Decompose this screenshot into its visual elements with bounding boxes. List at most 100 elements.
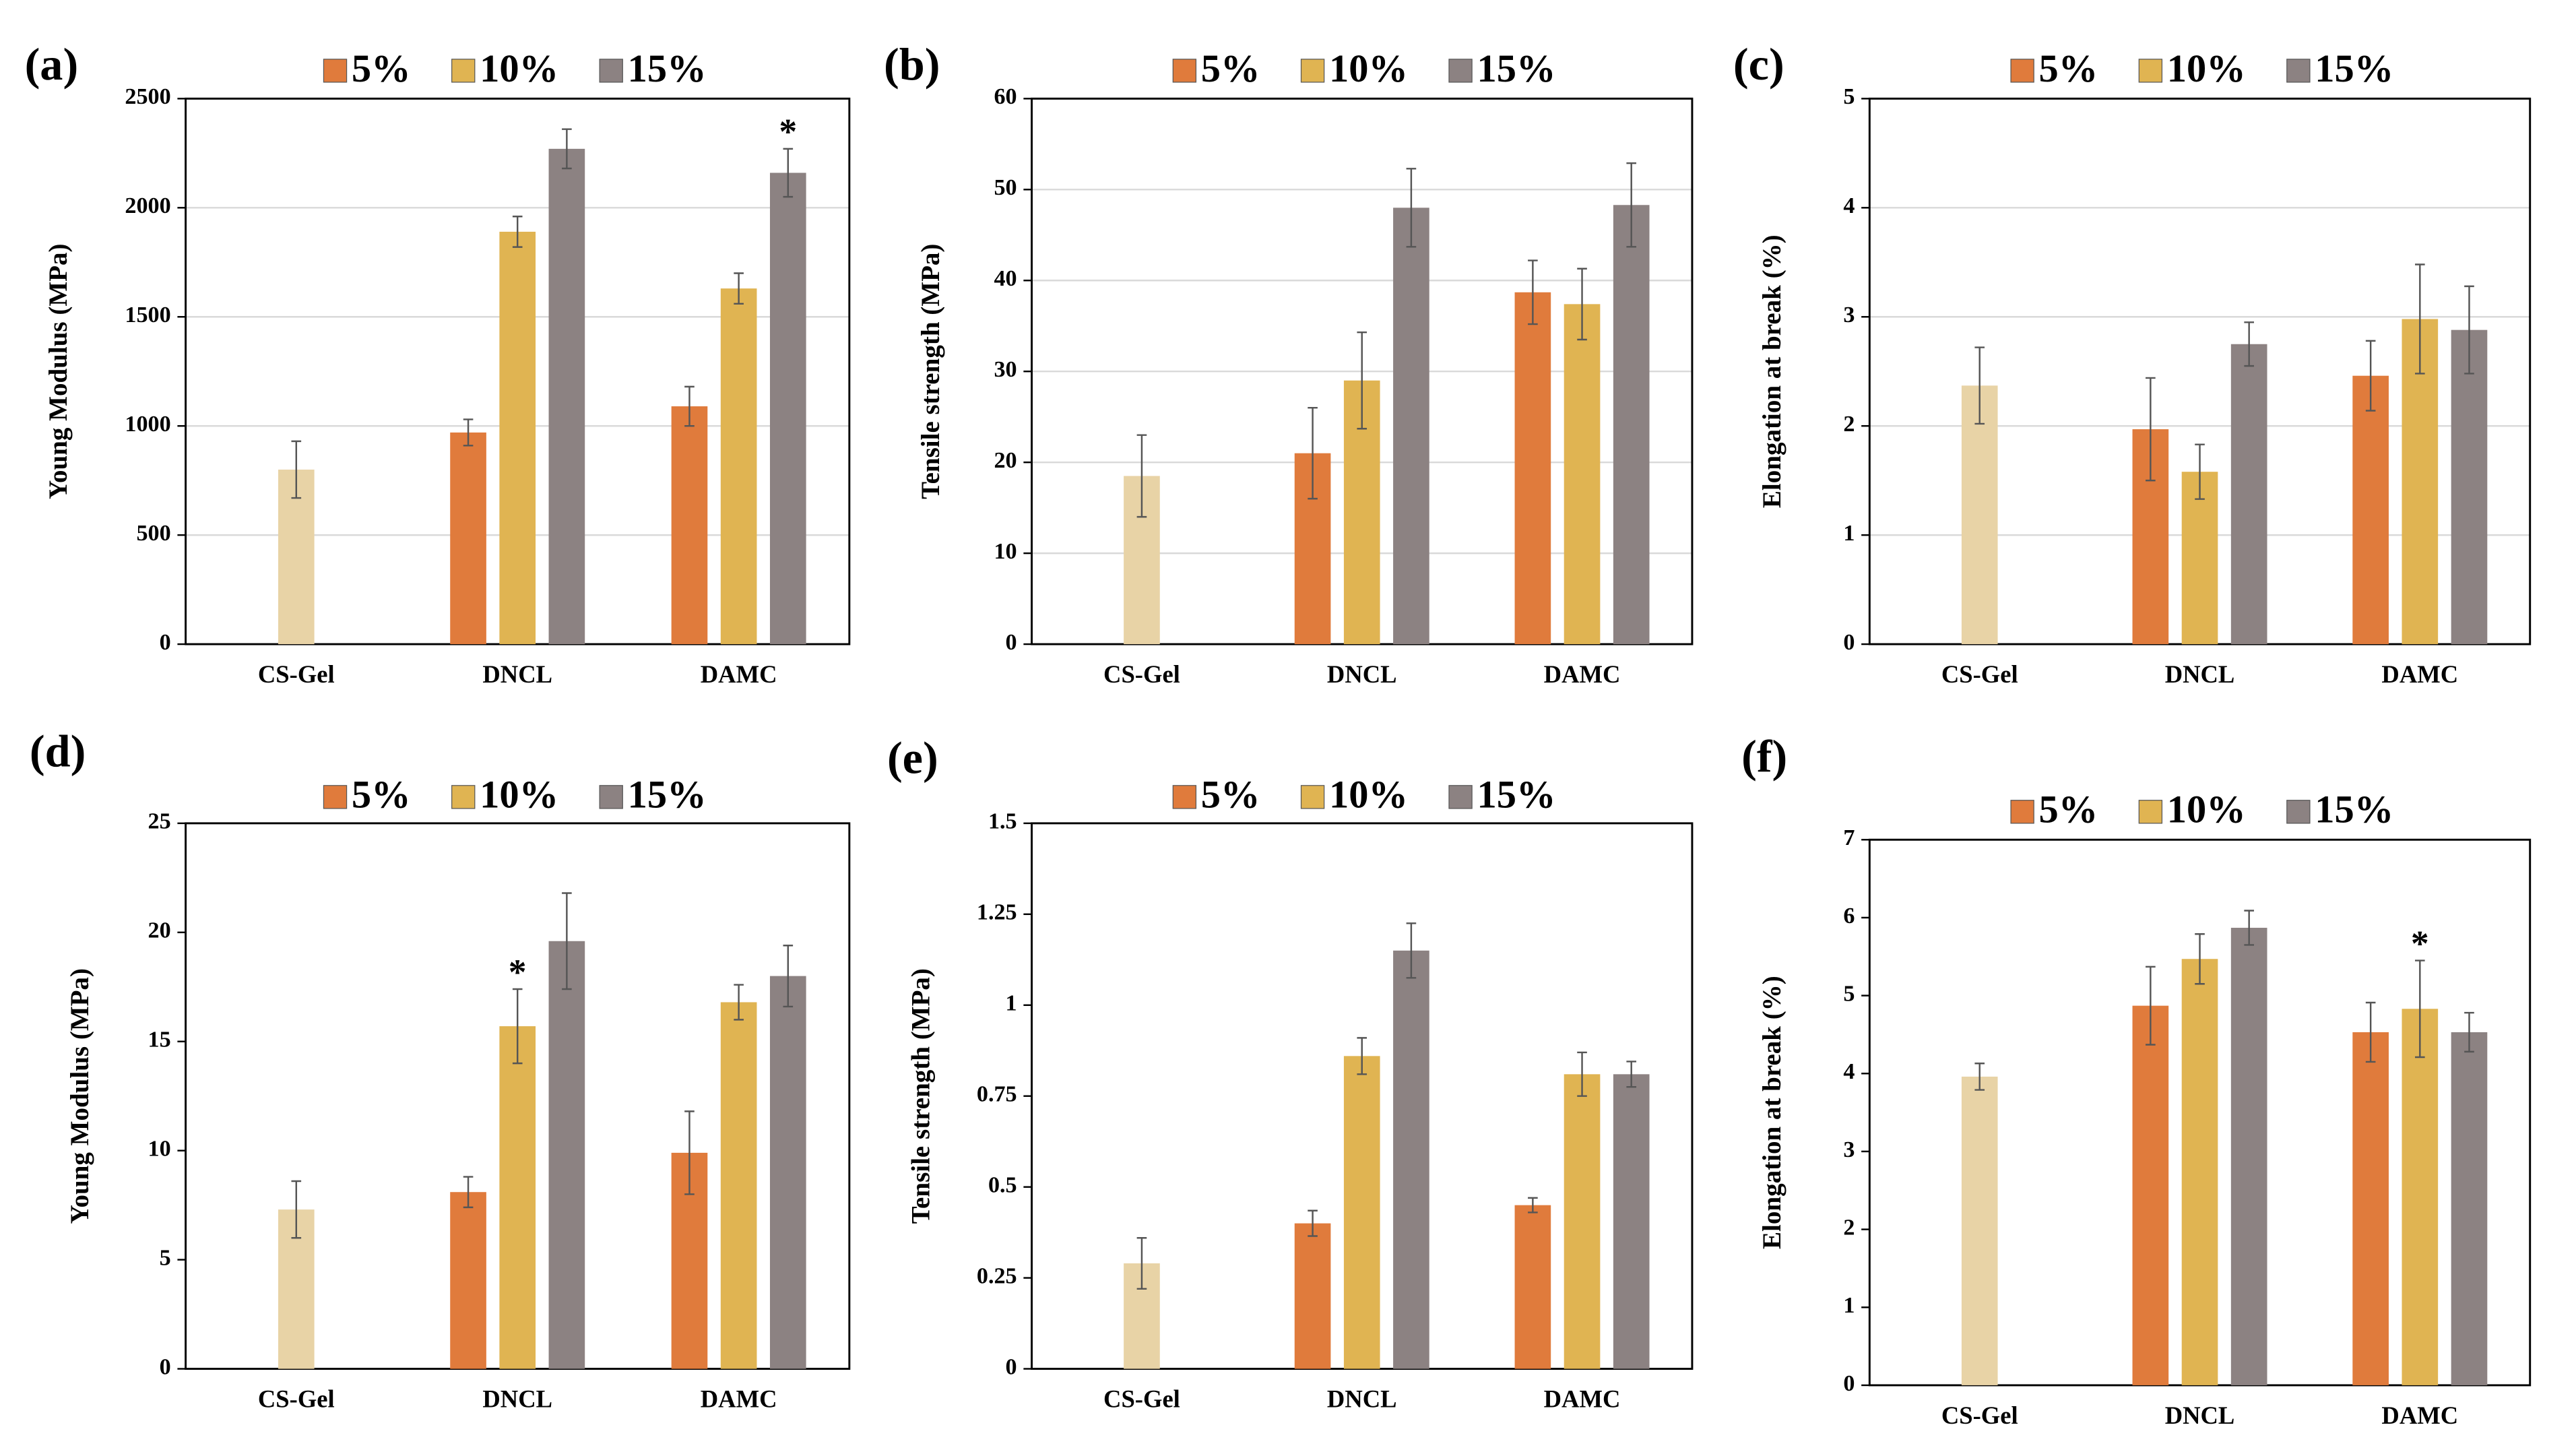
error-bar [1308,406,1318,500]
y-tick-label: 30 [994,357,1017,382]
error-bar [2464,1011,2474,1053]
y-tick-label: 4 [1843,1059,1855,1084]
bar [2451,1032,2488,1385]
y-tick-label: 0 [1006,1354,1017,1379]
error-bar [2464,285,2474,375]
y-tick-label: 1 [1006,991,1017,1016]
y-axis-label: Tensile strength (MPa) [916,244,945,499]
x-tick-label: DAMC [1544,660,1621,688]
bar [1514,1205,1551,1369]
y-tick-label: 2500 [125,84,170,109]
bar [769,976,806,1369]
y-tick-label: 20 [994,448,1017,473]
bar [1613,1074,1650,1369]
error-bar [684,385,695,427]
error-bar [734,984,744,1021]
bar [720,1002,757,1369]
y-tick-label: 40 [994,266,1017,291]
y-tick-label: 3 [1843,303,1855,327]
error-bar [1577,267,1587,341]
error-bar [1308,1209,1318,1237]
legend-label: 15% [1477,46,1555,90]
legend-swatch [1300,785,1325,809]
legend-swatch [2010,800,2034,824]
error-bar [1528,1197,1538,1213]
bar [1961,385,1998,645]
error-bar [1528,259,1538,325]
y-tick-label: 60 [994,84,1017,109]
legend-swatch [1300,59,1325,83]
y-tick-label: 5 [1843,84,1855,109]
x-tick-label: DAMC [2381,660,2458,688]
bar [2230,927,2267,1385]
y-tick-label: 1000 [125,412,170,437]
error-bar [2244,321,2254,367]
bar [1393,208,1429,645]
x-tick-label: DNCL [482,660,552,688]
error-bar [1626,162,1637,248]
legend-label: 10% [1329,46,1408,90]
legend-swatch [599,59,623,83]
x-tick-label: CS-Gel [1941,660,2018,688]
legend-label: 15% [1477,773,1555,817]
error-bar [734,272,744,305]
error-bar [1357,331,1367,430]
bar [2402,1009,2439,1385]
error-bar [562,128,572,170]
x-tick-label: DNCL [2165,1401,2235,1429]
bar [2230,344,2267,645]
bar [450,1192,486,1369]
y-tick-label: 4 [1843,193,1855,218]
x-tick-label: CS-Gel [1103,1385,1180,1413]
x-tick-label: DAMC [1544,1385,1621,1413]
error-bar [291,440,302,499]
error-bar [562,892,572,990]
error-bar [783,945,794,1008]
error-bar [2365,340,2376,412]
error-bar [2195,443,2205,500]
y-tick-label: 7 [1843,825,1855,850]
legend-label: 15% [628,46,707,90]
y-tick-label: 0.5 [988,1172,1017,1197]
x-tick-label: DNCL [1327,660,1397,688]
legend-label: 5% [352,46,411,90]
y-tick-label: 0 [1843,630,1855,655]
legend-swatch [451,59,476,83]
y-axis-label: Elongation at break (%) [1758,976,1786,1249]
error-bar [1357,1037,1367,1075]
y-tick-label: 2 [1843,412,1855,437]
bar [1613,205,1650,645]
error-bar [2415,959,2425,1059]
bar [1294,1223,1331,1369]
error-bar [1974,1063,1985,1091]
y-tick-label: 1 [1843,521,1855,546]
error-bar [463,418,474,447]
y-tick-label: 2 [1843,1215,1855,1240]
bar [1961,1076,1998,1385]
legend-swatch [599,785,623,809]
y-tick-label: 500 [136,521,170,546]
x-tick-label: CS-Gel [1941,1401,2018,1429]
legend-label: 5% [2039,46,2098,90]
y-tick-label: 6 [1843,904,1855,928]
error-bar [1626,1061,1637,1088]
y-tick-label: 0.75 [977,1082,1017,1107]
panel-label: (a) [25,38,79,90]
y-tick-label: 5 [160,1245,171,1270]
y-tick-label: 20 [148,918,171,943]
legend-swatch [1448,59,1473,83]
y-tick-label: 1.25 [977,900,1017,925]
error-bar [463,1176,474,1209]
y-axis-label: Tensile strength (MPa) [907,968,936,1224]
bar [2132,1005,2169,1385]
bar [1393,950,1429,1369]
bar [499,231,536,645]
legend-swatch [2138,59,2163,83]
bar [2451,329,2488,645]
legend-label: 10% [1329,773,1408,817]
y-tick-label: 15 [148,1028,171,1052]
annotation: * [509,952,527,992]
y-tick-label: 3 [1843,1137,1855,1162]
error-bar [1136,434,1147,518]
x-tick-label: DAMC [2381,1401,2458,1429]
